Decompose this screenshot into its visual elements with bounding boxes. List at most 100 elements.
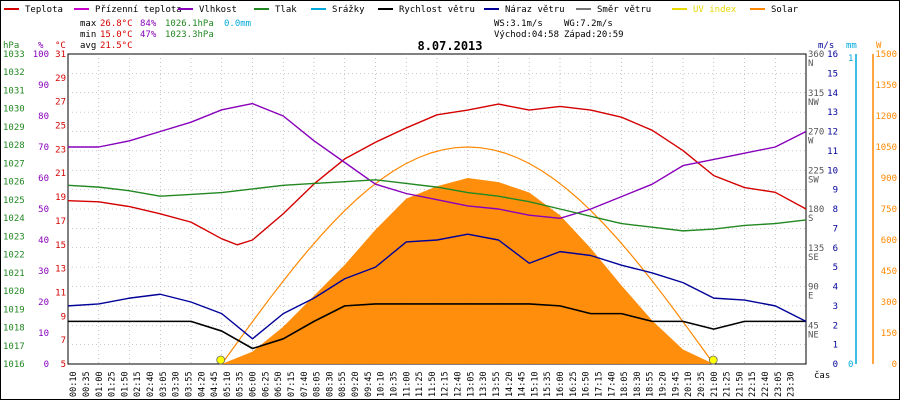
axis-x-tick: 10:35 <box>389 371 399 397</box>
axis-degc-tick: 23 <box>55 145 66 155</box>
axis-pct-tick: 30 <box>38 267 49 277</box>
svg-text:Teplota: Teplota <box>25 5 63 15</box>
axis-w-tick: 1350 <box>875 81 897 91</box>
axis-x-tick: 18:55 <box>646 371 656 397</box>
axis-degc-tick: 29 <box>55 74 66 84</box>
axis-degc-tick: 15 <box>55 241 66 251</box>
series-teplota <box>67 103 807 246</box>
axis-x-tick: 01:00 <box>95 371 105 397</box>
axis-x-tick: 13:30 <box>479 371 489 397</box>
legend-item-naraz-vetru: Náraz větru <box>484 5 565 15</box>
axis-x-tick: 19:20 <box>659 371 669 397</box>
axis-pct-tick: 100 <box>33 50 49 60</box>
axis-x-tick: 03:55 <box>184 371 194 397</box>
axis-x-tick: 02:40 <box>146 371 156 397</box>
axis-x-tick: 09:20 <box>351 371 361 397</box>
stat-max-hum: 84% <box>140 19 157 29</box>
axis-hpa-tick: 1020 <box>3 287 25 297</box>
axis-x-tick: 07:40 <box>300 371 310 397</box>
stat-min-temp: 15.0°C <box>100 30 133 40</box>
axis-hpa-tick: 1026 <box>3 178 25 188</box>
svg-text:Srážky: Srážky <box>332 5 365 15</box>
axis-hpa-tick: 1021 <box>3 269 25 279</box>
axis-ms-tick: 3 <box>833 302 838 312</box>
axis-x-tick: 18:30 <box>633 371 643 397</box>
axis-pct-tick: 80 <box>38 112 49 122</box>
axis-hpa-tick: 1029 <box>3 123 25 133</box>
legend-item-uv-index: UV index <box>672 5 737 15</box>
axis-x-tick: 03:05 <box>159 371 169 397</box>
axis-x-tick: 00:10 <box>69 371 79 397</box>
stat-min-hum: 47% <box>140 30 157 40</box>
axis-degc-tick: 31 <box>55 50 66 60</box>
axis-ms-tick: 2 <box>833 321 838 331</box>
axis-degc-tick: 21 <box>55 169 66 179</box>
axis-w-tick: 300 <box>881 298 897 308</box>
axis-dir-cardinal: NE <box>808 330 819 340</box>
series-solar-area <box>221 178 714 364</box>
info-ws: WS:3.1m/s <box>494 19 543 29</box>
axis-x-tick: 14:20 <box>505 371 515 397</box>
axis-w-tick: 750 <box>881 205 897 215</box>
axis-hpa-tick: 1019 <box>3 305 25 315</box>
axis-x-unit: čas <box>814 370 830 381</box>
axis-x-tick: 21:00 <box>710 371 720 397</box>
axis-x-tick: 01:50 <box>120 371 130 397</box>
axis-x-tick: 21:50 <box>735 371 745 397</box>
axis-ms-tick: 15 <box>827 69 838 79</box>
stat-max-rain: 0.0mm <box>224 19 251 29</box>
axis-dir-deg: 180 <box>808 205 824 215</box>
svg-text:Vlhkost: Vlhkost <box>199 5 237 15</box>
axis-ms-tick: 13 <box>827 108 838 118</box>
axis-dir-deg: 225 <box>808 166 824 176</box>
axis-dir-cardinal: NW <box>808 98 819 108</box>
axis-w-tick: 1500 <box>875 50 897 60</box>
svg-text:Náraz větru: Náraz větru <box>505 5 565 15</box>
stat-avg-temp: 21.5°C <box>100 41 133 51</box>
axis-degc-tick: 5 <box>61 360 66 370</box>
axis-x-tick: 17:40 <box>607 371 617 397</box>
axis-hpa-tick: 1033 <box>3 50 25 60</box>
axis-hpa-tick: 1024 <box>3 214 25 224</box>
svg-text:Solar: Solar <box>771 5 799 15</box>
legend-item-rychlost-vetru: Rychlost větru <box>378 5 475 15</box>
axis-x-tick: 02:15 <box>133 371 143 397</box>
axis-hpa-tick: 1032 <box>3 68 25 78</box>
plot-area <box>67 53 807 365</box>
axis-x-tick: 21:25 <box>723 371 733 397</box>
info-wg: WG:7.2m/s <box>564 19 613 29</box>
axis-hpa-tick: 1025 <box>3 196 25 206</box>
sunset-marker <box>708 355 718 365</box>
axis-w-tick: 450 <box>881 267 897 277</box>
axis-x-tick: 12:40 <box>454 371 464 397</box>
axis-x-tick: 00:35 <box>82 371 92 397</box>
axis-dir-cardinal: E <box>808 292 813 302</box>
axis-w-tick: 600 <box>881 236 897 246</box>
axis-dir-cardinal: S <box>808 214 813 224</box>
axis-x-tick: 01:25 <box>108 371 118 397</box>
axis-x-tick: 14:45 <box>518 371 528 397</box>
axis-hpa-tick: 1027 <box>3 159 25 169</box>
axis-ms-tick: 4 <box>833 283 838 293</box>
axis-degc-tick: 19 <box>55 193 66 203</box>
axis-degc-unit: °C <box>55 41 66 51</box>
legend: Teplota Přízenní teplota Vlhkost Tlak Sr… <box>4 5 799 15</box>
axis-x-tick: 05:35 <box>236 371 246 397</box>
axis-x-tick: 03:30 <box>172 371 182 397</box>
axis-ms-tick: 0 <box>833 360 838 370</box>
axis-ms-tick: 6 <box>833 244 838 254</box>
axis-hpa-tick: 1022 <box>3 251 25 261</box>
stat-avg-label: avg <box>80 41 96 51</box>
axis-mm-unit: mm <box>846 41 857 51</box>
axis-x-tick: 07:15 <box>287 371 297 397</box>
axis-x-tick: 09:45 <box>364 371 374 397</box>
svg-text:Směr větru: Směr větru <box>597 5 651 15</box>
axis-w-tick: 900 <box>881 174 897 184</box>
axis-x-tick: 11:25 <box>415 371 425 397</box>
axis-ms-tick: 11 <box>827 147 838 157</box>
axis-x-tick: 15:35 <box>543 371 553 397</box>
axis-ms-tick: 8 <box>833 205 838 215</box>
axis-hpa-tick: 1017 <box>3 342 25 352</box>
series-tlak <box>67 179 807 232</box>
